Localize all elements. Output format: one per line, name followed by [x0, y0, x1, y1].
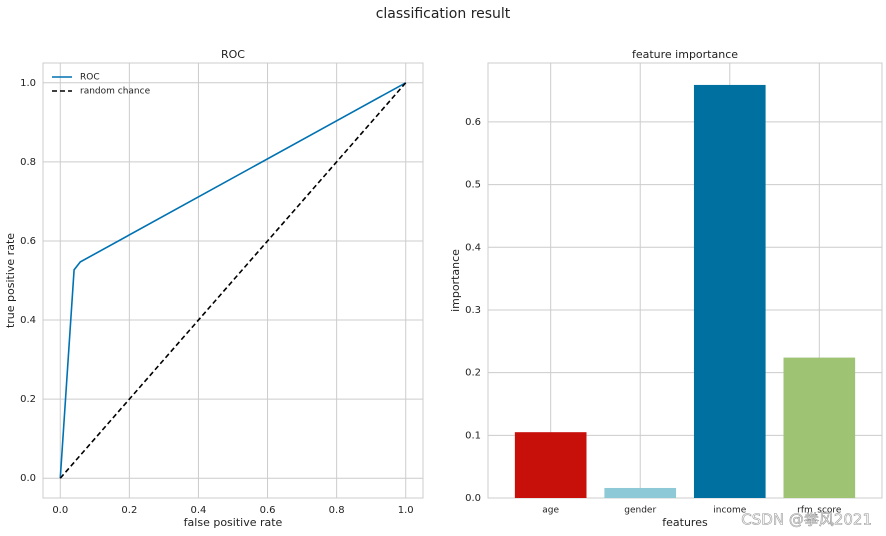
x-tick-label: 0.4: [191, 505, 207, 516]
x-tick-label: 0.8: [329, 505, 345, 516]
y-tick-label: 0.4: [465, 242, 481, 253]
figure-title: classification result: [376, 6, 511, 22]
x-tick-label: gender: [624, 506, 656, 516]
bar: [693, 84, 766, 498]
y-tick-label: 0.0: [465, 493, 481, 504]
chart-title: feature importance: [632, 48, 738, 61]
y-tick-label: 0.0: [20, 473, 36, 484]
x-axis-label: false positive rate: [184, 516, 283, 529]
x-tick-label: 1.0: [398, 505, 414, 516]
plot-frame: [487, 62, 883, 499]
x-tick-label: income: [713, 506, 746, 516]
y-tick-label: 1.0: [20, 78, 36, 89]
plot-frame: [42, 62, 424, 499]
x-tick-label: rfm_score: [797, 506, 842, 516]
y-tick-label: 0.2: [20, 394, 36, 405]
y-tick-label: 0.8: [20, 157, 36, 168]
x-tick-label: 0.0: [52, 505, 68, 516]
x-axis-label: features: [662, 516, 708, 529]
y-tick-label: 0.3: [465, 305, 481, 316]
bar: [783, 357, 856, 498]
chart-title: ROC: [221, 48, 245, 61]
y-tick-label: 0.5: [465, 180, 481, 191]
y-axis-label: true positive rate: [4, 233, 17, 328]
x-tick-label: age: [542, 506, 559, 516]
y-tick-label: 0.6: [20, 236, 36, 247]
line-series: [59, 82, 407, 479]
x-tick-label: 0.6: [260, 505, 276, 516]
bar: [514, 432, 587, 498]
line-series: [59, 82, 407, 479]
y-tick-label: 0.6: [465, 117, 481, 128]
y-axis-label: importance: [449, 249, 462, 312]
x-tick-label: 0.2: [121, 505, 137, 516]
watermark: CSDN @拳风2021: [741, 511, 872, 529]
legend-label: random chance: [80, 87, 151, 97]
legend-label: ROC: [80, 73, 100, 83]
y-tick-label: 0.4: [20, 315, 36, 326]
y-tick-label: 0.1: [465, 430, 481, 441]
y-tick-label: 0.2: [465, 368, 481, 379]
bar: [604, 487, 677, 498]
